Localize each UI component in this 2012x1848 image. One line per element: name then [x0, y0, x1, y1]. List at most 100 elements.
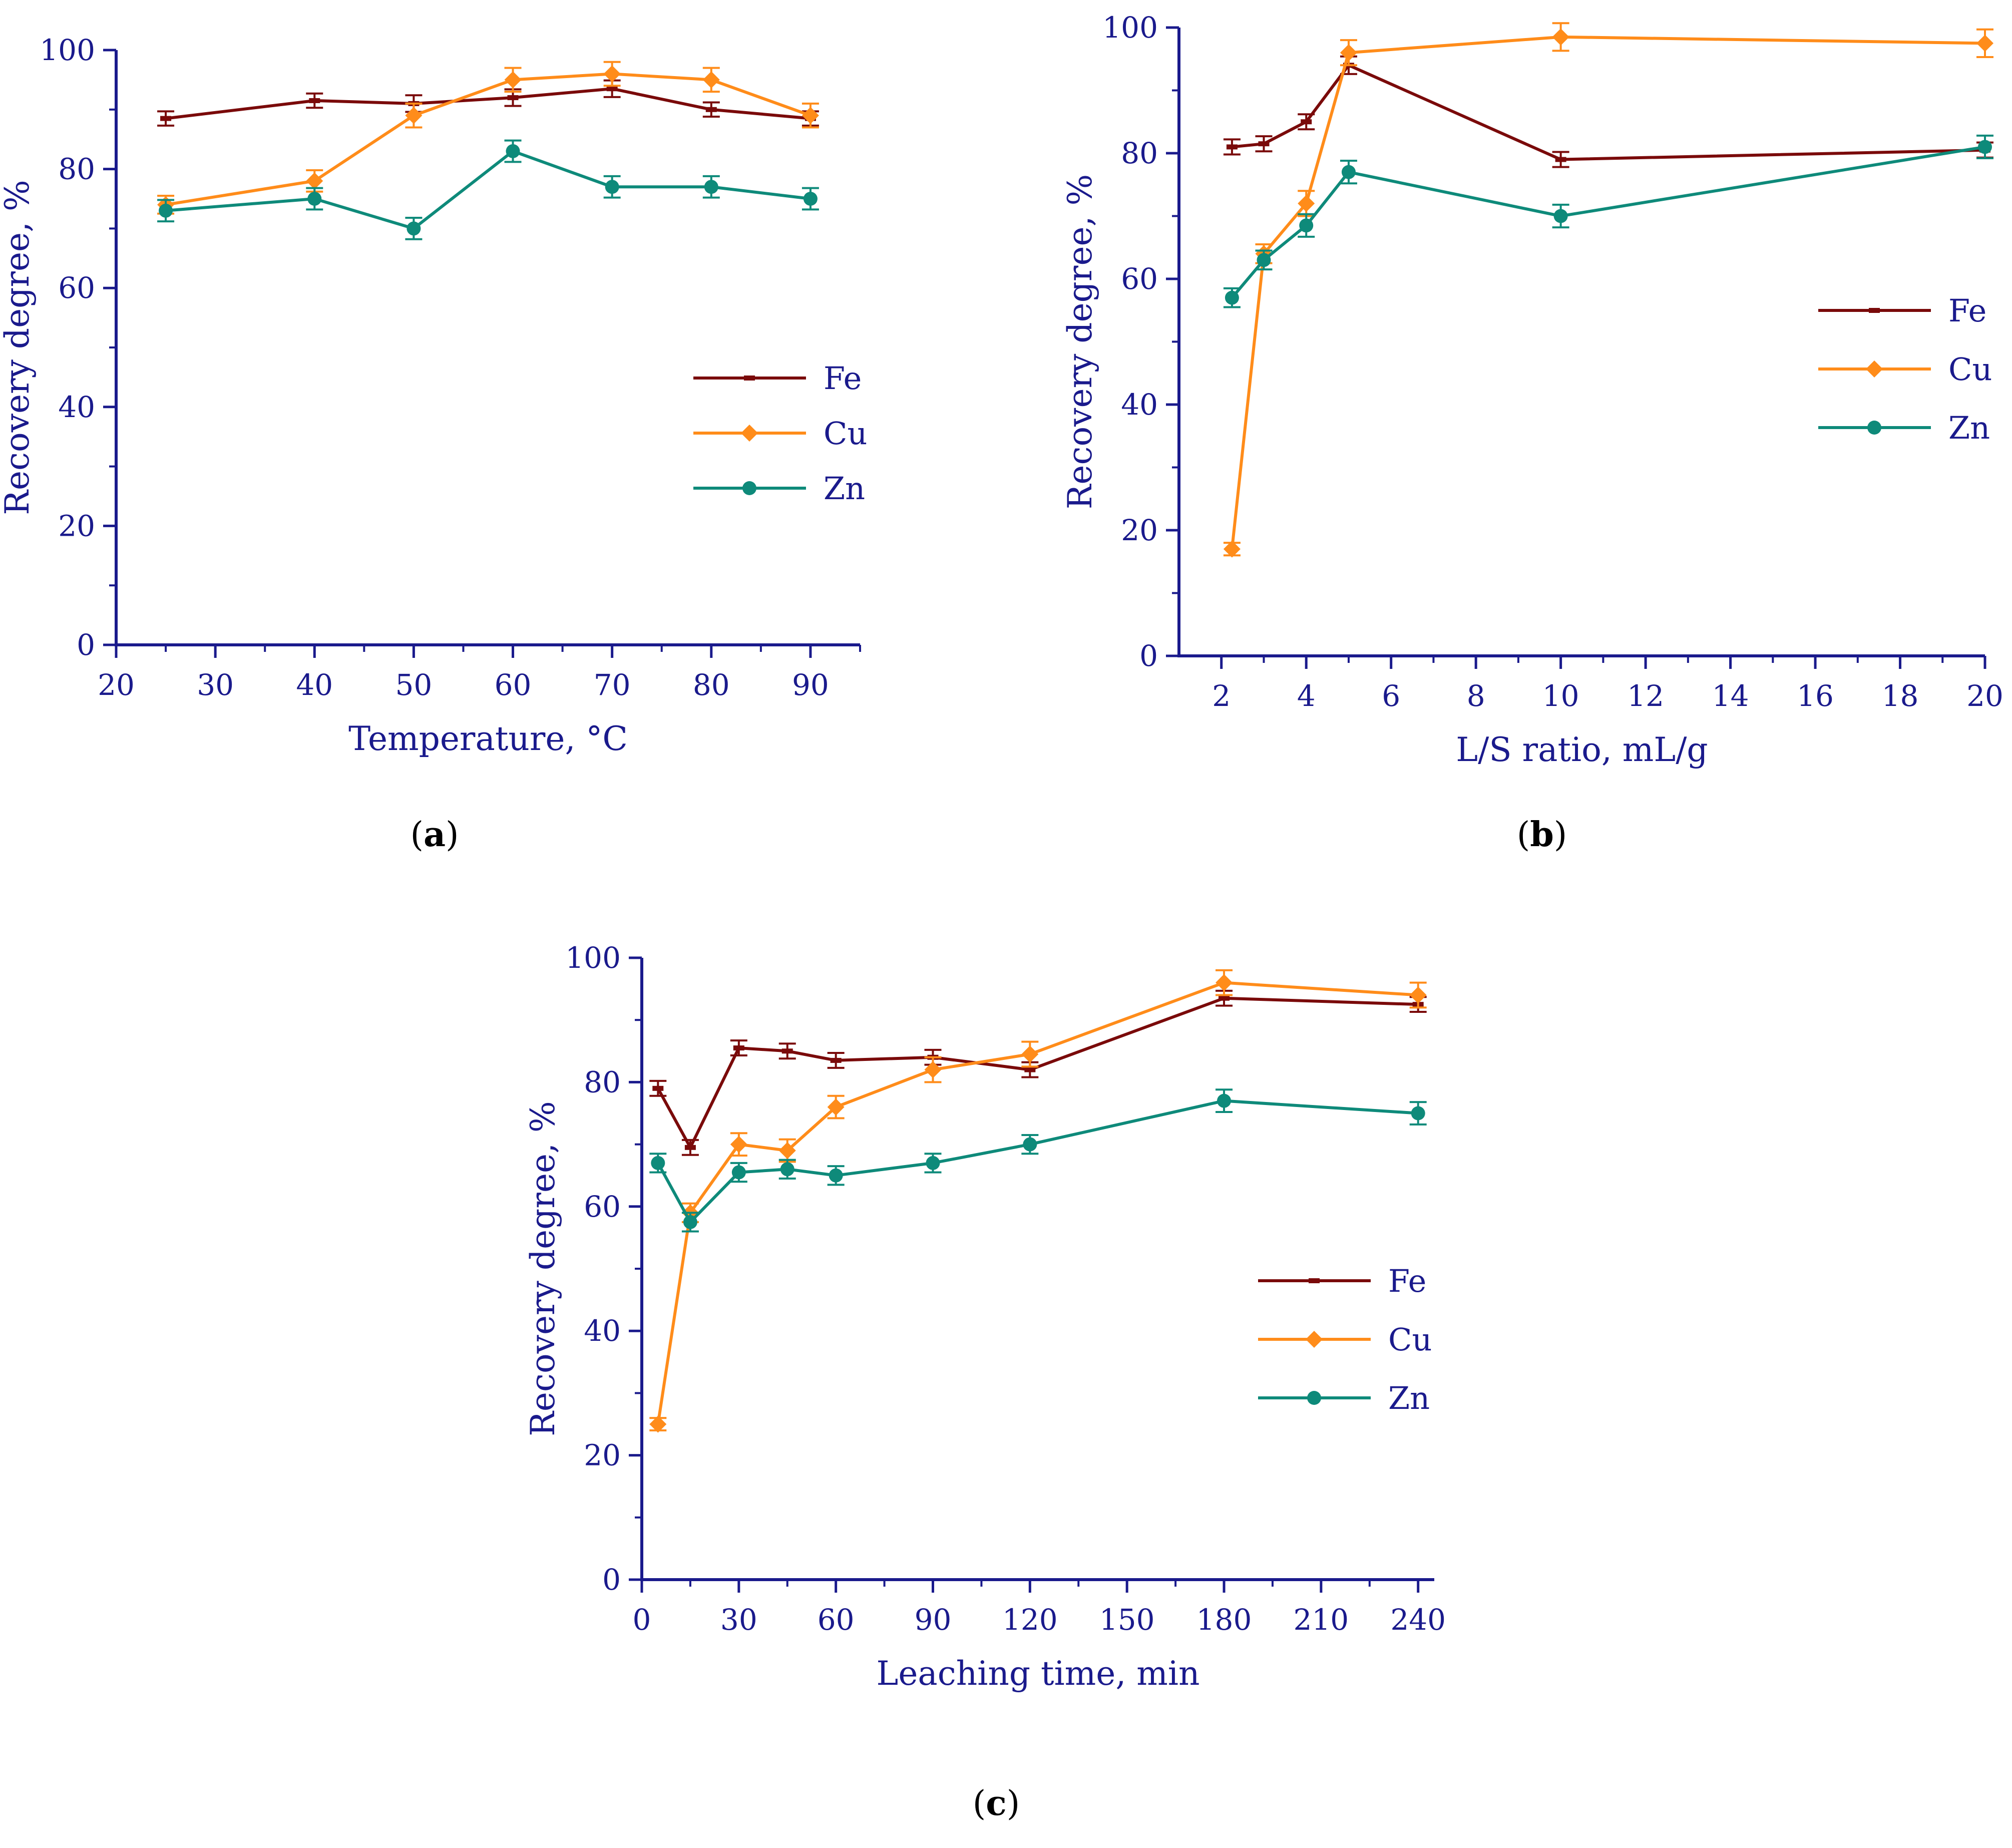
- y-tick-label: 20: [1121, 513, 1158, 547]
- x-tick-label: 240: [1390, 1603, 1446, 1637]
- data-point: [1024, 1067, 1036, 1072]
- y-tick-label: 40: [584, 1314, 621, 1348]
- legend-swatch-marker: [1866, 360, 1883, 378]
- series-cu: [649, 969, 1427, 1433]
- panel-label: (b): [1517, 815, 1567, 855]
- x-tick-label: 6: [1382, 679, 1400, 713]
- data-point: [1258, 141, 1270, 147]
- x-tick-label: 8: [1467, 679, 1485, 713]
- y-tick-label: 60: [58, 271, 95, 305]
- legend-entry-fe: Fe: [1258, 1263, 1426, 1299]
- panel-b: 2 4 6 8 10 12 14 16 18 20 0 20 40 60 80 100 L/S ratio, m…: [1061, 11, 2003, 855]
- legend-label: Fe: [824, 360, 862, 397]
- y-tick-label: 100: [1102, 11, 1158, 45]
- legend-label: Cu: [824, 415, 867, 452]
- x-tick-label: 30: [197, 668, 234, 702]
- series-zn: [157, 139, 819, 240]
- data-point: [309, 98, 320, 103]
- y-tick-label: 100: [565, 941, 621, 975]
- x-tick-label: 14: [1712, 679, 1749, 713]
- data-point: [705, 107, 717, 112]
- series-line: [656, 1099, 1418, 1224]
- series-line: [1232, 64, 1985, 161]
- x-tick-label: 20: [98, 668, 135, 702]
- data-point: [1298, 195, 1315, 212]
- data-point: [605, 180, 619, 194]
- x-tick-label: 0: [633, 1603, 651, 1637]
- data-point: [1023, 1137, 1037, 1152]
- data-point: [830, 1057, 842, 1063]
- x-tick-label: 60: [818, 1603, 855, 1637]
- data-point: [1301, 119, 1312, 125]
- legend-label: Zn: [1388, 1380, 1430, 1416]
- series-line: [1231, 145, 1985, 299]
- legend-swatch-marker: [1867, 421, 1881, 435]
- data-point: [1976, 35, 1993, 52]
- data-point: [652, 1085, 664, 1091]
- panel-label-letter: a: [424, 815, 446, 855]
- y-axis-title: Recovery degree, %: [524, 1101, 562, 1436]
- panel-label-letter: c: [986, 1783, 1006, 1823]
- data-point: [1217, 1093, 1232, 1108]
- data-point: [1978, 140, 1992, 154]
- legend-label: Fe: [1388, 1263, 1426, 1299]
- data-point: [1216, 974, 1233, 991]
- y-tick-label: 0: [1139, 639, 1158, 673]
- panel-label-open: (: [1517, 815, 1530, 855]
- panel-label: (a): [410, 815, 459, 855]
- series-line: [165, 87, 811, 120]
- data-point: [160, 116, 172, 121]
- data-point: [1409, 986, 1427, 1004]
- data-point: [405, 107, 423, 124]
- data-point: [829, 1168, 843, 1183]
- data-point: [778, 1142, 796, 1160]
- data-point: [1552, 28, 1569, 46]
- legend-label: Zn: [824, 470, 865, 507]
- data-point: [781, 1048, 793, 1054]
- panel-label-open: (: [410, 815, 424, 855]
- x-tick-label: 90: [915, 1603, 952, 1637]
- data-point: [704, 180, 718, 194]
- x-tick-label: 120: [1002, 1603, 1058, 1637]
- x-tick-label: 80: [693, 668, 730, 702]
- series-fe: [649, 989, 1427, 1156]
- panel-label-close: ): [1007, 1784, 1020, 1823]
- data-point: [504, 71, 522, 89]
- data-point: [1553, 209, 1568, 223]
- y-tick-label: 40: [1121, 388, 1158, 422]
- series-fe: [1223, 55, 1993, 168]
- data-point: [684, 1145, 696, 1150]
- series-zn: [649, 1088, 1427, 1233]
- data-point: [1226, 144, 1238, 150]
- series-cu: [157, 61, 819, 215]
- y-axis-title: Recovery degree, %: [0, 180, 37, 515]
- data-point: [1341, 165, 1356, 179]
- x-axis-title: Temperature, °C: [348, 719, 628, 758]
- x-axis-title: Leaching time, min: [877, 1654, 1200, 1693]
- legend-swatch-marker: [744, 376, 755, 381]
- data-point: [801, 107, 819, 124]
- y-tick-label: 20: [58, 509, 95, 543]
- legend-entry-cu: Cu: [1818, 351, 1992, 388]
- x-tick-label: 50: [395, 668, 432, 702]
- x-tick-label: 70: [594, 668, 631, 702]
- legend-entry-cu: Cu: [1258, 1321, 1432, 1358]
- x-tick-label: 150: [1099, 1603, 1155, 1637]
- y-tick-label: 80: [58, 152, 95, 186]
- data-point: [407, 221, 421, 236]
- legend-entry-fe: Fe: [693, 360, 862, 397]
- y-tick-label: 60: [584, 1190, 621, 1224]
- x-tick-label: 30: [720, 1603, 757, 1637]
- panel-label-close: ): [446, 815, 459, 855]
- data-point: [651, 1156, 665, 1170]
- data-point: [780, 1162, 794, 1177]
- x-axis-title: L/S ratio, mL/g: [1456, 730, 1708, 769]
- data-point: [1223, 540, 1241, 558]
- x-tick-label: 60: [495, 668, 532, 702]
- y-axis-title: Recovery degree, %: [1061, 174, 1099, 510]
- data-point: [649, 1415, 667, 1433]
- y-tick-label: 60: [1121, 262, 1158, 296]
- data-point: [1225, 290, 1239, 305]
- legend-label: Fe: [1948, 292, 1986, 329]
